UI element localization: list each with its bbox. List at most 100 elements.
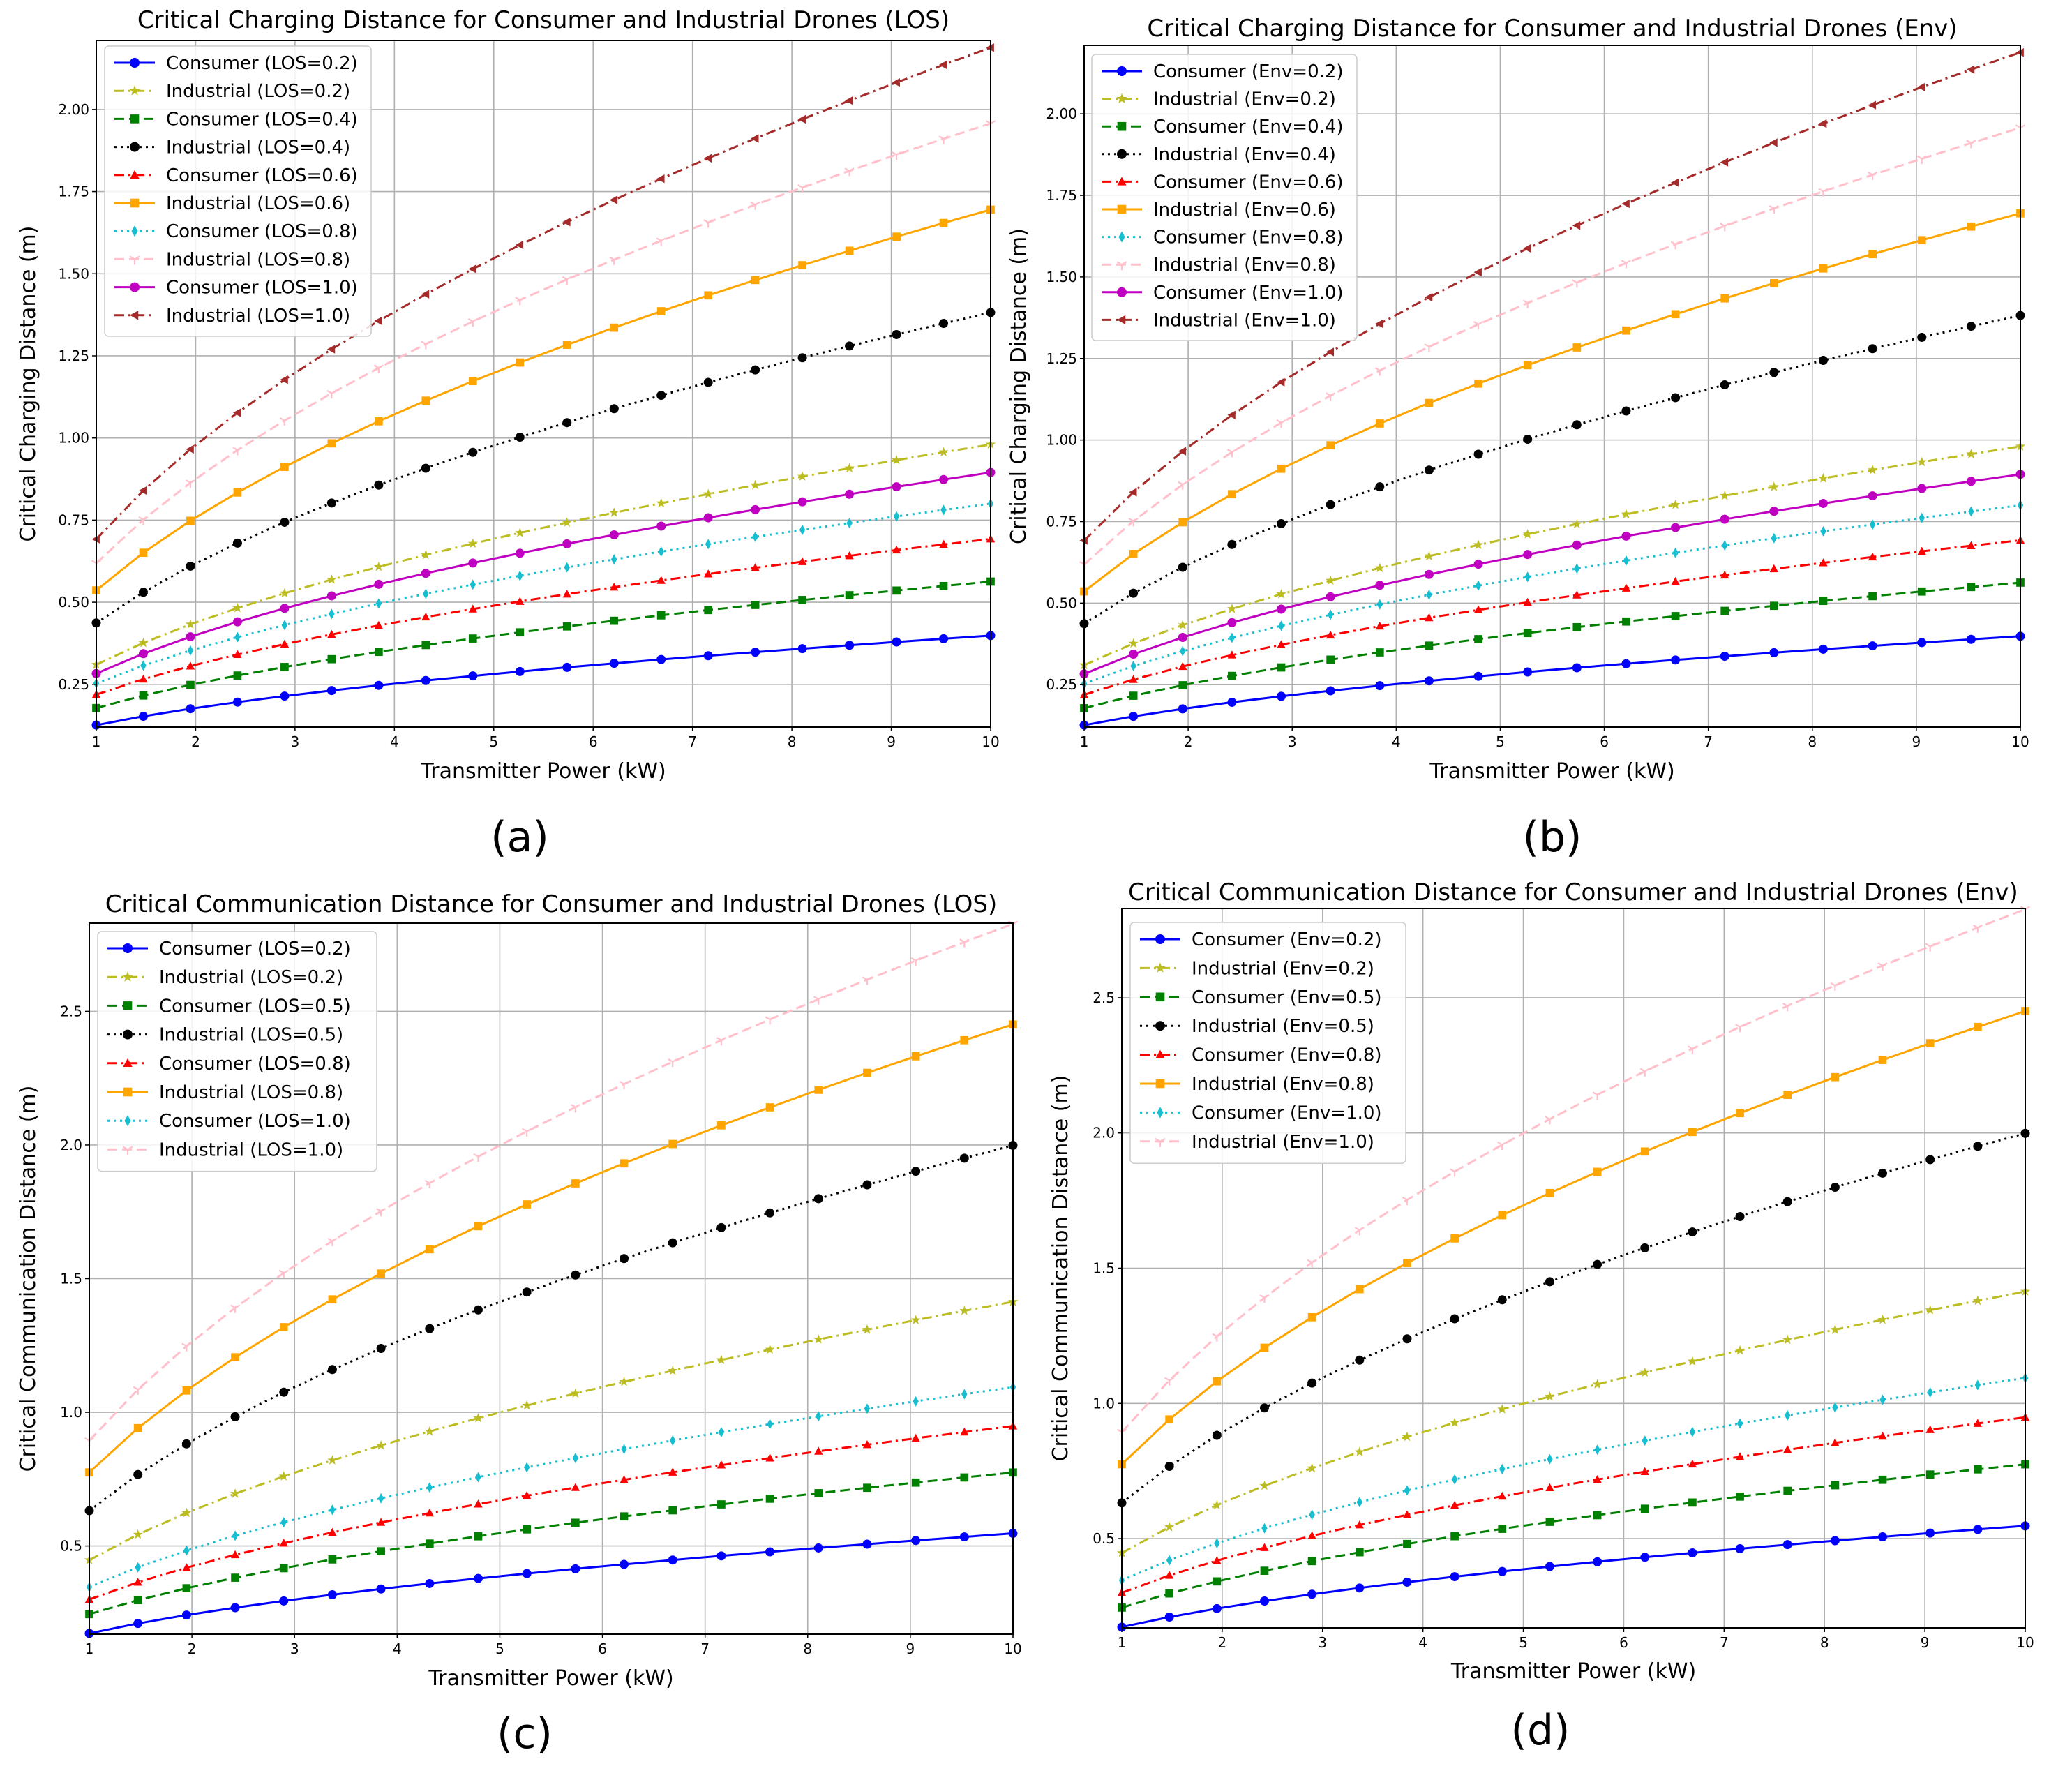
data-point	[1782, 1002, 1793, 1012]
data-point	[1735, 1024, 1746, 1033]
data-point	[892, 482, 901, 492]
data-point	[1734, 1345, 1746, 1355]
series-4	[1079, 535, 2025, 698]
data-point	[1473, 605, 1483, 613]
data-point	[1277, 464, 1286, 473]
legend-label: Industrial (Env=0.8)	[1153, 255, 1336, 276]
legend-label: Consumer (Env=1.0)	[1153, 283, 1344, 304]
data-point	[468, 377, 477, 386]
data-point	[1498, 1525, 1507, 1533]
x-tick-label: 3	[1288, 733, 1297, 750]
data-point	[1878, 1056, 1887, 1064]
legend-label: Industrial (Env=0.2)	[1153, 89, 1336, 110]
data-point	[703, 569, 713, 578]
data-point	[185, 619, 196, 629]
data-point	[133, 1469, 143, 1479]
legend-label: Consumer (LOS=0.8)	[166, 221, 358, 242]
data-point	[1877, 962, 1888, 971]
data-point	[185, 479, 195, 488]
data-point	[1374, 562, 1385, 573]
data-point	[1178, 661, 1187, 671]
data-point	[377, 1547, 385, 1556]
data-point	[765, 1344, 775, 1354]
data-point	[813, 1334, 824, 1344]
data-point	[1129, 712, 1139, 721]
data-point	[522, 1569, 532, 1578]
y-tick-label: 1.25	[58, 347, 89, 364]
series-6	[1081, 500, 2024, 689]
data-point	[232, 408, 241, 417]
data-point	[1374, 367, 1385, 376]
data-point	[278, 1471, 289, 1481]
data-point	[892, 151, 902, 160]
data-point	[1404, 1485, 1411, 1496]
y-tick-label: 0.50	[58, 594, 89, 611]
data-point	[656, 174, 665, 184]
y-tick-label: 1.0	[60, 1404, 82, 1421]
data-point	[862, 1324, 873, 1334]
data-point	[1720, 380, 1729, 390]
data-point	[844, 463, 855, 473]
data-point	[1375, 581, 1385, 590]
x-tick-label: 4	[390, 733, 399, 750]
data-point	[1425, 398, 1434, 407]
data-point	[1782, 1540, 1792, 1550]
y-tick-label: 2.00	[58, 101, 89, 118]
series-7	[84, 920, 1019, 1446]
series-9	[91, 43, 994, 544]
data-point	[1178, 620, 1188, 629]
series-2	[92, 577, 995, 712]
series-line	[1121, 1463, 2026, 1609]
data-point	[1639, 1367, 1650, 1377]
data-point	[1735, 1543, 1745, 1553]
series-3	[1079, 311, 2025, 629]
series-1	[84, 1296, 1019, 1564]
series-1	[1116, 1286, 2031, 1557]
data-point	[1720, 490, 1730, 500]
data-point	[233, 488, 242, 497]
data-point	[139, 674, 148, 683]
series-line	[96, 537, 991, 696]
data-point	[374, 579, 384, 589]
data-point	[892, 329, 901, 339]
data-point	[1403, 1259, 1411, 1267]
x-tick-label: 2	[191, 733, 200, 750]
data-point	[475, 1472, 481, 1483]
data-point	[1375, 648, 1384, 657]
series-line	[95, 46, 991, 540]
data-point	[186, 516, 195, 525]
series-9	[1079, 47, 2024, 545]
data-point	[1547, 1453, 1553, 1465]
legend-marker	[130, 282, 140, 292]
data-point	[326, 345, 336, 354]
data-point	[609, 530, 619, 539]
series-line	[96, 581, 991, 710]
data-point	[570, 1104, 580, 1113]
data-point	[138, 516, 149, 525]
legend-label: Consumer (LOS=0.6)	[166, 165, 358, 186]
data-point	[1671, 178, 1679, 187]
data-point	[1967, 222, 1976, 231]
data-point	[1818, 188, 1829, 197]
data-point	[279, 1323, 288, 1331]
series-7	[1116, 906, 2031, 1437]
data-point	[515, 666, 525, 676]
data-point	[845, 246, 854, 255]
data-point	[1524, 571, 1531, 583]
plot-frame	[96, 40, 991, 728]
data-point	[751, 648, 760, 657]
data-point	[1376, 599, 1383, 610]
data-point	[522, 1400, 532, 1410]
data-point	[1212, 1430, 1222, 1440]
data-point	[421, 290, 430, 299]
data-point	[1720, 158, 1729, 167]
chart-panel-c: 1 2 3 4 5 6 7 8 9 10 0.5 1.0 1.5 2.0 2.5 Critical Commu…	[16, 890, 1022, 1758]
legend-box	[1129, 922, 1406, 1164]
data-point	[1925, 1305, 1935, 1315]
data-point	[1877, 1314, 1888, 1324]
legend-marker	[130, 198, 140, 208]
data-point	[1671, 576, 1680, 585]
data-point	[135, 1562, 141, 1573]
data-point	[233, 650, 242, 658]
legend-box	[104, 45, 372, 337]
